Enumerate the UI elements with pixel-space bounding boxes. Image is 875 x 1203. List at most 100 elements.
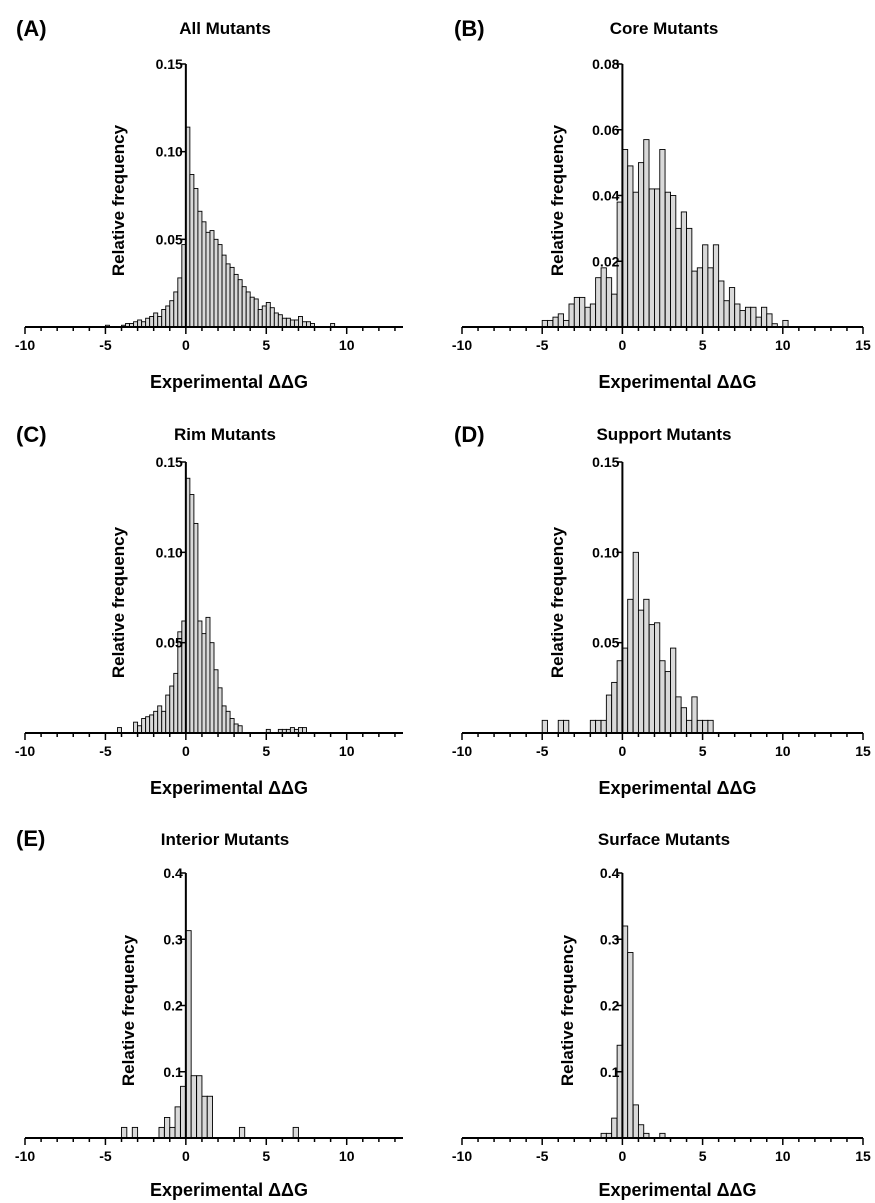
histogram-bar [680,707,688,734]
histogram-bar [557,719,564,734]
histogram-bar [158,1126,165,1139]
histogram-bar [161,710,167,734]
y-tick-label: 0.4 [600,865,620,881]
histogram-bar [165,694,171,734]
histogram-bar [209,230,215,328]
x-tick-label: 10 [775,743,791,759]
histogram-bar [761,306,768,328]
panel-label: (D) [454,422,485,447]
x-tick-label: -10 [452,1148,472,1164]
histogram-bar [149,316,155,328]
y-axis-label: Relative frequency [109,526,128,678]
histogram-bar [261,305,267,328]
histogram-bar [766,313,773,328]
x-tick-label: 15 [855,337,871,353]
y-axis-label: Relative frequency [109,124,128,276]
histogram-bar [190,1075,197,1139]
x-tick-label: 15 [855,743,871,759]
histogram-bar [281,317,287,328]
histogram-bar [696,267,704,328]
x-axis-label: Experimental ΔΔG [150,1180,308,1200]
histogram-bar [654,622,661,734]
histogram-bar [174,1106,181,1139]
chart-panel: (B) Core Mutants -10 -5 0 5 10 15 0.02 0.04 0.06 0.… [452,16,871,392]
y-tick-label: 0.15 [156,454,183,470]
histogram-bar [257,309,263,328]
histogram-bar [241,286,247,328]
chart-title: All Mutants [179,19,271,38]
histogram-bar [675,696,682,734]
x-tick-label: -5 [536,743,549,759]
histogram-bar [755,316,762,328]
x-tick-label: 5 [699,743,707,759]
y-tick-label: 0.04 [592,188,619,204]
panel-label: (B) [454,16,485,41]
histogram-bar [189,494,195,734]
histogram-bar [293,319,299,328]
x-axis-label: Experimental ΔΔG [599,778,757,798]
histogram-bar [728,287,736,328]
y-tick-label: 0.15 [156,56,183,72]
histogram-bar [627,165,634,328]
histogram-bar [552,316,559,328]
histogram-bar [568,303,575,328]
histogram-bar [686,227,693,328]
y-tick-label: 0.08 [592,56,619,72]
histogram-bar [173,672,179,734]
y-tick-label: 0.10 [592,544,619,560]
x-tick-label: 10 [339,743,355,759]
histogram-bar [131,1126,139,1139]
x-tick-label: 0 [182,743,190,759]
histogram-bar [648,188,655,328]
histogram-bar [664,191,671,328]
histogram-bar [225,263,231,328]
y-tick-label: 0.10 [156,144,183,160]
histogram-bar [696,719,704,734]
histogram-bar [289,319,295,328]
histogram-bar [237,279,243,328]
x-tick-label: 10 [339,1148,355,1164]
chart-title: Interior Mutants [161,830,289,849]
histogram-bar [205,616,211,734]
histogram-bar [605,277,613,328]
histogram-bar [285,317,291,328]
y-axis-label: Relative frequency [558,934,577,1086]
histogram-bar [133,721,139,734]
x-axis-label: Experimental ΔΔG [599,372,757,392]
x-tick-label: 15 [855,1148,871,1164]
histogram-bar [201,221,207,328]
histogram-bar [702,244,709,328]
histogram-bar [605,694,613,734]
histogram-bar [196,1075,203,1139]
histogram-bar [206,1095,214,1139]
x-tick-label: 5 [699,1148,707,1164]
histogram-bar [675,227,682,328]
histogram-bar [664,671,671,734]
x-tick-label: 10 [339,337,355,353]
histogram-bar [637,162,645,328]
histogram-bar [707,719,714,734]
histogram-bar [197,620,203,734]
histogram-bar [229,266,235,328]
panel-label: (C) [16,422,47,447]
histogram-bar [225,710,231,734]
histogram-bar [189,174,195,328]
x-tick-label: -5 [99,1148,112,1164]
chart-title: Surface Mutants [598,830,730,849]
histogram-bar [670,647,677,734]
panel-label: (E) [16,826,45,851]
histogram-bar [149,714,155,734]
histogram-bar [632,191,639,328]
x-tick-label: 5 [262,1148,270,1164]
x-tick-label: 10 [775,337,791,353]
x-tick-label: 0 [619,743,627,759]
histogram-bar [691,270,698,328]
histogram-bar [269,307,275,328]
histogram-bar [229,718,235,734]
x-tick-label: -10 [452,743,472,759]
x-tick-label: -10 [15,337,35,353]
histogram-bar [600,267,607,328]
histogram-bar [584,306,591,328]
histogram-bar [648,624,655,734]
